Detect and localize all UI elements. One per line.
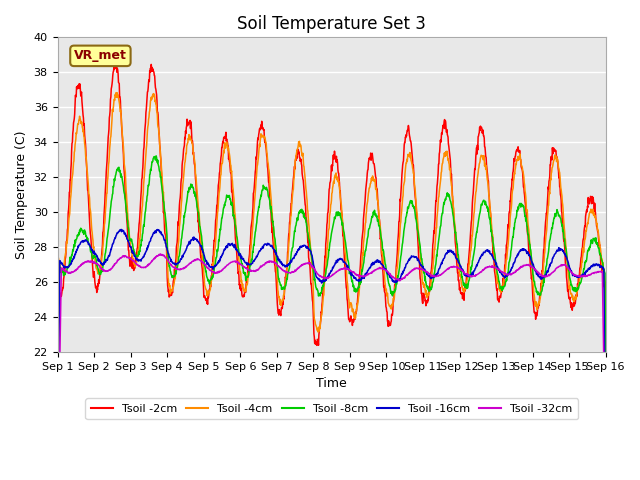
Tsoil -32cm — [417, 265, 425, 271]
Tsoil -2cm — [176, 198, 184, 204]
Line: Tsoil -32cm: Tsoil -32cm — [58, 254, 605, 480]
Tsoil -16cm — [117, 227, 125, 232]
Tsoil -4cm — [417, 262, 425, 267]
Tsoil -8cm — [537, 289, 545, 295]
Tsoil -2cm — [163, 243, 170, 249]
Tsoil -32cm — [537, 272, 545, 277]
Line: Tsoil -4cm: Tsoil -4cm — [58, 93, 605, 480]
Tsoil -4cm — [113, 90, 121, 96]
Tsoil -2cm — [537, 281, 545, 287]
Tsoil -2cm — [417, 285, 425, 290]
Tsoil -16cm — [163, 245, 170, 251]
Tsoil -32cm — [602, 478, 609, 480]
Tsoil -2cm — [54, 428, 61, 433]
Tsoil -8cm — [176, 249, 184, 255]
Tsoil -2cm — [113, 59, 120, 65]
Title: Soil Temperature Set 3: Soil Temperature Set 3 — [237, 15, 426, 33]
Tsoil -2cm — [237, 288, 245, 293]
Tsoil -16cm — [602, 461, 609, 467]
Y-axis label: Soil Temperature (C): Soil Temperature (C) — [15, 131, 28, 259]
Line: Tsoil -2cm: Tsoil -2cm — [58, 62, 605, 445]
Tsoil -32cm — [176, 266, 184, 272]
Line: Tsoil -16cm: Tsoil -16cm — [58, 229, 605, 480]
Line: Tsoil -8cm: Tsoil -8cm — [58, 156, 605, 480]
Tsoil -2cm — [602, 443, 609, 448]
Tsoil -16cm — [489, 253, 497, 259]
Tsoil -4cm — [176, 221, 184, 227]
Tsoil -8cm — [237, 257, 245, 263]
Legend: Tsoil -2cm, Tsoil -4cm, Tsoil -8cm, Tsoil -16cm, Tsoil -32cm: Tsoil -2cm, Tsoil -4cm, Tsoil -8cm, Tsoi… — [86, 398, 578, 420]
Tsoil -16cm — [417, 262, 425, 268]
Tsoil -8cm — [602, 425, 609, 431]
Tsoil -8cm — [152, 153, 160, 159]
Tsoil -16cm — [176, 259, 184, 264]
Tsoil -32cm — [237, 262, 245, 268]
X-axis label: Time: Time — [316, 377, 347, 390]
Tsoil -8cm — [163, 227, 170, 232]
Tsoil -16cm — [237, 256, 245, 262]
Tsoil -16cm — [537, 274, 545, 280]
Tsoil -4cm — [163, 232, 170, 238]
Text: VR_met: VR_met — [74, 49, 127, 62]
Tsoil -4cm — [489, 232, 497, 238]
Tsoil -32cm — [163, 255, 170, 261]
Tsoil -8cm — [489, 234, 497, 240]
Tsoil -8cm — [417, 251, 425, 257]
Tsoil -2cm — [489, 240, 497, 246]
Tsoil -4cm — [602, 396, 609, 401]
Tsoil -4cm — [237, 279, 245, 285]
Tsoil -32cm — [156, 251, 164, 257]
Tsoil -32cm — [489, 264, 497, 270]
Tsoil -4cm — [537, 289, 545, 295]
